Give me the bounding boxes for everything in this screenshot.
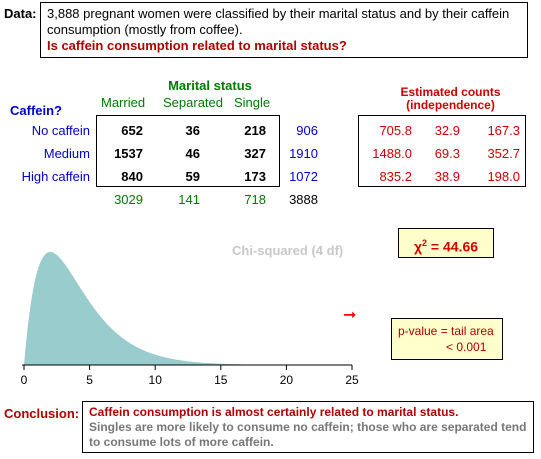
observed-cell: 59 <box>160 169 200 184</box>
column-header-separated: Separated <box>163 95 223 110</box>
observed-cell: 46 <box>160 146 200 161</box>
estimated-cell: 835.2 <box>364 169 412 184</box>
tick-label: 15 <box>214 373 228 387</box>
row-total: 906 <box>278 123 318 138</box>
column-header-married: Married <box>101 95 145 110</box>
estimated-cell: 705.8 <box>364 123 412 138</box>
conclusion-label: Conclusion: <box>4 406 79 421</box>
estimated-cell: 352.7 <box>472 146 520 161</box>
chi-squared-caption: Chi-squared (4 df) <box>232 243 343 258</box>
chi-squared-curve <box>24 252 352 365</box>
estimated-cell: 167.3 <box>472 123 520 138</box>
estimated-counts-title: Estimated counts (independence) <box>358 86 541 112</box>
estimated-cell: 69.3 <box>412 146 460 161</box>
research-question: Is caffein consumption related to marita… <box>47 38 521 54</box>
tick-label: 0 <box>21 373 28 387</box>
arrow-icon: ➞ <box>343 305 356 325</box>
row-header-high-caffein: High caffein <box>8 169 90 184</box>
data-description: 3,888 pregnant women were classified by … <box>47 6 521 38</box>
caffeine-title: Caffein? <box>10 103 62 118</box>
p-value-line-2: < 0.001 <box>398 339 496 355</box>
chi-power: 2 <box>422 238 427 248</box>
grand-total: 3888 <box>278 192 318 207</box>
row-total: 1910 <box>278 146 318 161</box>
observed-cell: 218 <box>226 123 266 138</box>
row-total: 1072 <box>278 169 318 184</box>
chi-value: = 44.66 <box>431 239 478 255</box>
estimated-cell: 1488.0 <box>364 146 412 161</box>
column-total: 3029 <box>103 192 143 207</box>
estimated-cell: 38.9 <box>412 169 460 184</box>
observed-cell: 1537 <box>103 146 143 161</box>
marital-status-title: Marital status <box>130 78 290 93</box>
observed-cell: 173 <box>226 169 266 184</box>
data-description-box: 3,888 pregnant women were classified by … <box>40 2 528 58</box>
tick-label: 25 <box>345 373 359 387</box>
row-header-no-caffein: No caffein <box>8 123 90 138</box>
observed-cell: 36 <box>160 123 200 138</box>
conclusion-main: Caffein consumption is almost certainly … <box>89 405 527 420</box>
tick-label: 10 <box>149 373 163 387</box>
column-header-single: Single <box>234 95 270 110</box>
p-value-line-1: p-value = tail area <box>398 323 496 339</box>
chi-squared-statistic-box: χ2 = 44.66 <box>398 228 494 258</box>
column-total: 141 <box>160 192 200 207</box>
chi-symbol: χ <box>414 239 422 255</box>
p-value-box: p-value = tail area < 0.001 <box>391 318 503 360</box>
column-total: 718 <box>226 192 266 207</box>
estimated-cell: 198.0 <box>472 169 520 184</box>
observed-cell: 327 <box>226 146 266 161</box>
tick-label: 20 <box>280 373 294 387</box>
estimated-cell: 32.9 <box>412 123 460 138</box>
observed-cell: 652 <box>103 123 143 138</box>
row-header-medium: Medium <box>8 146 90 161</box>
tick-label: 5 <box>86 373 93 387</box>
data-label: Data: <box>4 6 37 21</box>
conclusion-detail: Singles are more likely to consume no ca… <box>89 420 527 450</box>
observed-cell: 840 <box>103 169 143 184</box>
conclusion-box: Caffein consumption is almost certainly … <box>82 401 534 453</box>
x-axis-ticks: 0 5 10 15 20 25 <box>21 365 359 387</box>
